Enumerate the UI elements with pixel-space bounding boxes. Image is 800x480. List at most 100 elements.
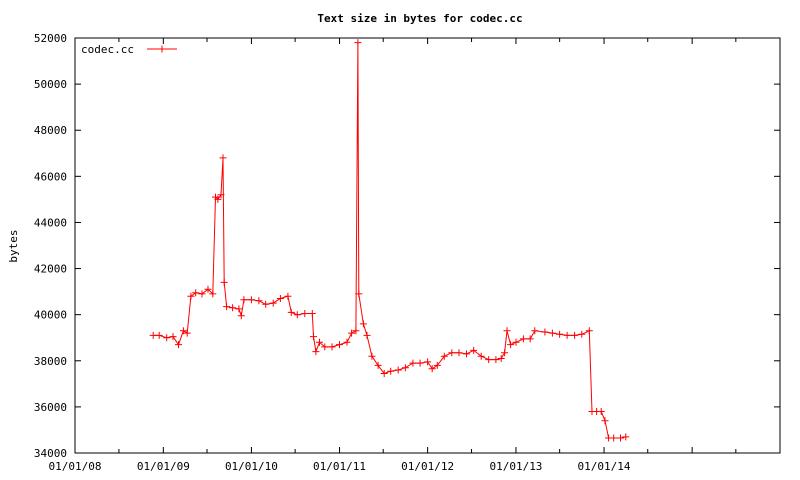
data-point-marker (247, 296, 255, 304)
data-point-marker (448, 349, 456, 357)
data-point-marker (416, 359, 424, 367)
data-point-marker (556, 330, 564, 338)
data-point-marker (308, 310, 316, 317)
series-line (153, 42, 626, 439)
x-tick-label: 01/01/12 (401, 460, 454, 473)
data-point-marker (424, 358, 432, 366)
data-point-marker (235, 305, 243, 313)
data-point-marker (269, 299, 277, 307)
data-point-marker (531, 327, 539, 335)
data-point-marker (183, 329, 191, 337)
y-tick-label: 48000 (34, 124, 67, 137)
data-point-marker (455, 349, 463, 357)
chart-title: Text size in bytes for codec.cc (317, 12, 522, 25)
data-point-marker (380, 370, 388, 377)
data-point-marker (497, 355, 505, 362)
data-point-marker (198, 290, 206, 298)
data-point-marker (187, 292, 195, 300)
x-axis: 01/01/08 01/01/09 01/01/10 01/01/11 01/01/12… (49, 38, 737, 473)
x-tick-label: 01/01/13 (489, 460, 542, 473)
data-point-marker (336, 341, 343, 349)
data-point-marker (223, 303, 231, 311)
data-point-marker (163, 334, 171, 342)
data-point-marker (597, 408, 605, 415)
y-tick-label: 34000 (34, 447, 67, 460)
data-point-marker (209, 290, 217, 298)
y-axis-label: bytes (7, 229, 20, 262)
y-tick-label: 38000 (34, 355, 67, 368)
data-point-marker (262, 300, 270, 308)
data-point-marker (433, 361, 441, 369)
data-point-marker (601, 417, 609, 425)
data-point-marker (428, 365, 436, 373)
y-tick-label: 50000 (34, 78, 67, 91)
x-tick-label: 01/01/11 (313, 460, 366, 473)
x-tick-label: 01/01/10 (225, 460, 278, 473)
data-point-marker (276, 295, 284, 302)
y-tick-label: 40000 (34, 309, 67, 322)
data-point-marker (470, 346, 478, 354)
data-point-marker (255, 297, 263, 305)
data-point-marker (526, 335, 534, 343)
y-tick-label: 36000 (34, 401, 67, 414)
data-point-marker (394, 366, 402, 374)
y-tick-label: 42000 (34, 263, 67, 276)
data-point-marker (363, 331, 371, 339)
data-point-marker (284, 292, 292, 300)
data-point-marker (316, 338, 323, 346)
y-axis: 34000 36000 38000 40000 42000 44000 46000 48000… (34, 32, 780, 460)
data-point-marker (343, 338, 351, 346)
data-point-marker (409, 359, 417, 367)
data-point-marker (359, 320, 367, 328)
data-point-marker (617, 434, 624, 442)
data-point-marker (368, 352, 376, 360)
y-tick-label: 52000 (34, 32, 67, 45)
data-point-marker (217, 191, 225, 199)
data-point-marker (348, 329, 356, 337)
y-tick-label: 46000 (34, 170, 67, 183)
legend-label-codec-cc: codec.cc (81, 43, 134, 56)
data-point-marker (179, 327, 187, 335)
data-point-marker (571, 331, 579, 339)
data-point-marker (485, 356, 493, 364)
legend: codec.cc (81, 43, 177, 56)
data-point-marker (401, 364, 409, 372)
data-point-marker (169, 333, 177, 341)
series-codec-cc (149, 39, 630, 442)
data-point-marker (578, 330, 586, 338)
data-point-marker (237, 312, 245, 320)
legend-marker-plus (158, 45, 166, 53)
data-point-marker (310, 333, 317, 341)
data-point-marker (149, 331, 157, 339)
data-point-marker (328, 343, 336, 351)
data-point-marker (585, 327, 593, 335)
data-point-marker (503, 327, 511, 335)
data-point-marker (175, 341, 182, 349)
data-point-marker (229, 304, 237, 312)
data-point-marker (563, 331, 571, 339)
data-point-marker (477, 352, 485, 360)
data-point-marker (492, 356, 500, 364)
data-point-marker (440, 352, 448, 360)
data-point-marker (507, 341, 515, 349)
data-point-marker (352, 327, 360, 335)
data-point-marker (293, 311, 301, 319)
data-point-marker (301, 310, 309, 317)
data-point-marker (512, 338, 520, 346)
data-point-marker (155, 331, 163, 339)
x-tick-label: 01/01/14 (578, 460, 631, 473)
data-point-marker (287, 308, 295, 316)
data-point-marker (192, 289, 200, 297)
data-point-marker (541, 328, 549, 336)
data-point-marker (501, 349, 509, 357)
data-point-marker (219, 154, 227, 162)
data-point-marker (321, 343, 329, 351)
data-point-marker (214, 195, 222, 203)
data-point-marker (622, 433, 630, 441)
data-point-marker (548, 329, 556, 337)
data-point-marker (312, 348, 320, 356)
plot-frame (74, 37, 781, 454)
data-point-marker (220, 278, 228, 286)
data-point-marker (463, 350, 470, 358)
